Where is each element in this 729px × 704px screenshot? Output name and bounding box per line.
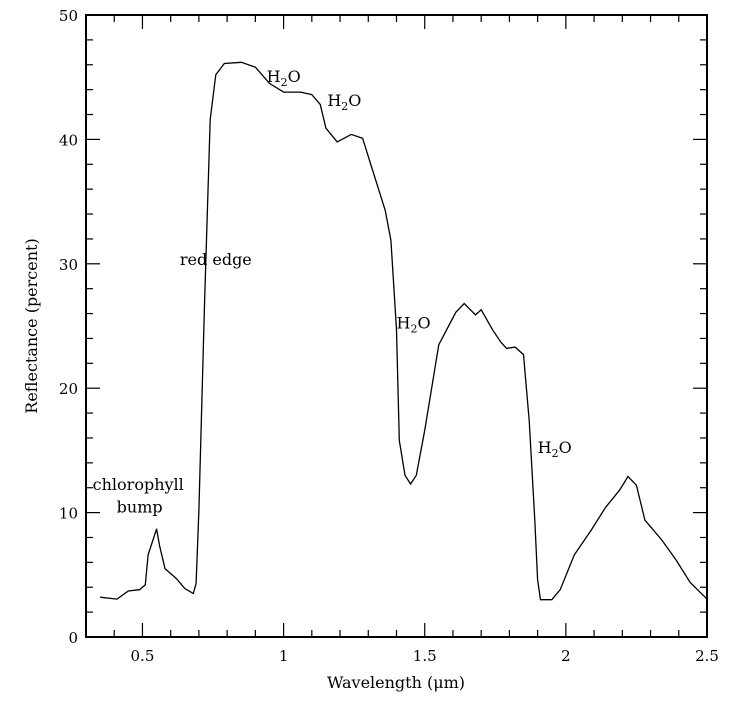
y-tick-label: 10 — [59, 505, 78, 523]
y-tick-label: 50 — [59, 7, 78, 25]
y-tick-label: 40 — [59, 131, 78, 149]
x-tick-label: 2 — [561, 647, 571, 665]
x-axis-label: Wavelength (μm) — [327, 673, 465, 692]
x-tick-label: 0.5 — [131, 647, 155, 665]
y-tick-label: 20 — [59, 380, 78, 398]
x-tick-label: 1 — [279, 647, 289, 665]
reflectance-line — [100, 61, 708, 601]
annotation: bump — [117, 498, 163, 517]
axis-ticks — [85, 14, 708, 638]
annotations: chlorophyll bump red edge H2O H2O H2O H2O — [93, 67, 572, 516]
x-tick-labels: 0.5 1 1.5 2 2.5 — [131, 647, 719, 665]
annotation: H2O — [397, 314, 431, 336]
plot-frame — [85, 14, 708, 638]
y-tick-labels: 0 10 20 30 40 50 — [59, 7, 78, 647]
y-axis-label: Reflectance (percent) — [22, 238, 41, 413]
x-tick-label: 1.5 — [413, 647, 437, 665]
annotation: H2O — [538, 438, 572, 460]
y-tick-label: 30 — [59, 256, 78, 274]
y-tick-label: 0 — [68, 629, 78, 647]
annotation: red edge — [180, 250, 252, 269]
annotation: H2O — [267, 67, 301, 89]
annotation: chlorophyll — [93, 475, 184, 494]
x-tick-label: 2.5 — [695, 647, 719, 665]
annotation: H2O — [327, 91, 361, 113]
